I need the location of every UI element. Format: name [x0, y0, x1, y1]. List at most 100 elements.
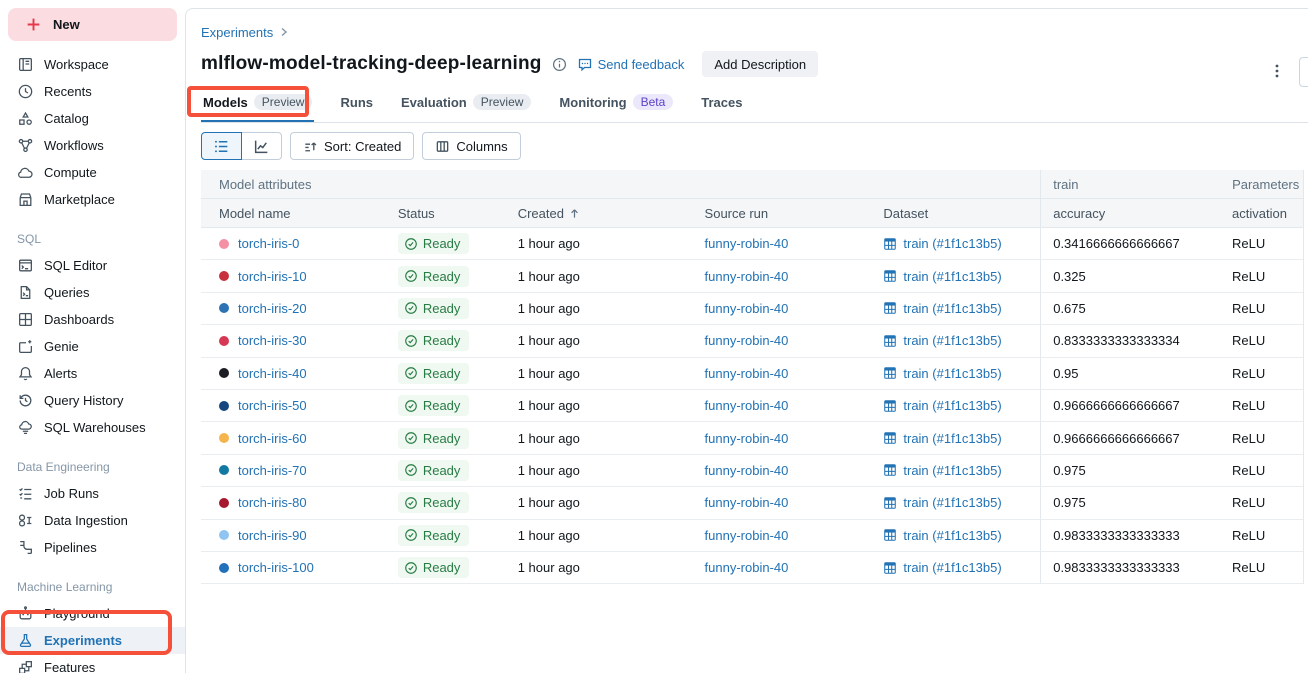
edge-cutoff-button[interactable] [1299, 57, 1308, 87]
dataset-link[interactable]: train (#1f1c13b5) [903, 365, 1002, 381]
dashboards-icon [17, 311, 34, 328]
sidebar-item-recents[interactable]: Recents [0, 78, 185, 105]
sidebar-item-query-history[interactable]: Query History [0, 387, 185, 414]
columns-icon [435, 139, 450, 154]
source-run-link[interactable]: funny-robin-40 [704, 333, 789, 349]
column-header-model-name[interactable]: Model name [201, 199, 386, 227]
column-header-status[interactable]: Status [386, 199, 506, 227]
source-run-link[interactable]: funny-robin-40 [704, 430, 789, 446]
sidebar-item-job-runs[interactable]: Job Runs [0, 480, 185, 507]
source-run-link[interactable]: funny-robin-40 [704, 462, 789, 478]
sidebar-item-experiments[interactable]: Experiments [0, 627, 185, 654]
column-header-accuracy[interactable]: accuracy [1040, 199, 1220, 227]
model-name-cell: torch-iris-30 [201, 325, 386, 356]
column-header-created[interactable]: Created [506, 199, 693, 227]
sidebar-item-sql-warehouses[interactable]: SQL Warehouses [0, 414, 185, 441]
tab-runs[interactable]: Runs [338, 92, 375, 122]
info-icon[interactable] [552, 57, 567, 72]
queries-icon [17, 284, 34, 301]
sidebar-item-workflows[interactable]: Workflows [0, 132, 185, 159]
tab-models[interactable]: Models Preview [201, 92, 314, 122]
add-description-button[interactable]: Add Description [702, 51, 819, 77]
tab-traces[interactable]: Traces [699, 92, 744, 122]
sidebar-item-marketplace[interactable]: Marketplace [0, 186, 185, 213]
source-run-link[interactable]: funny-robin-40 [704, 236, 789, 252]
model-name-link[interactable]: torch-iris-80 [238, 495, 307, 511]
kebab-menu-icon[interactable] [1268, 59, 1286, 83]
sidebar-item-features[interactable]: Features [0, 654, 185, 673]
breadcrumb-experiments-link[interactable]: Experiments [201, 24, 274, 40]
accuracy-cell: 0.95 [1040, 357, 1220, 389]
source-run-link[interactable]: funny-robin-40 [704, 527, 789, 543]
model-name-link[interactable]: torch-iris-40 [238, 365, 307, 381]
source-run-link[interactable]: funny-robin-40 [704, 365, 789, 381]
source-run-link[interactable]: funny-robin-40 [704, 300, 789, 316]
new-button[interactable]: New [8, 8, 177, 41]
sql-editor-icon [17, 257, 34, 274]
table-icon [883, 269, 897, 283]
check-circle-icon [404, 561, 418, 575]
model-name-link[interactable]: torch-iris-50 [238, 398, 307, 414]
sidebar-item-queries[interactable]: Queries [0, 279, 185, 306]
dataset-link[interactable]: train (#1f1c13b5) [903, 268, 1002, 284]
dataset-link[interactable]: train (#1f1c13b5) [903, 527, 1002, 543]
model-name-link[interactable]: torch-iris-30 [238, 333, 307, 349]
dataset-link[interactable]: train (#1f1c13b5) [903, 398, 1002, 414]
column-header-activation[interactable]: activation [1220, 199, 1303, 227]
sidebar-item-data-ingestion[interactable]: Data Ingestion [0, 507, 185, 534]
dataset-link[interactable]: train (#1f1c13b5) [903, 430, 1002, 446]
chart-view-button[interactable] [241, 132, 282, 160]
sidebar-item-label: Recents [44, 84, 92, 99]
columns-button[interactable]: Columns [422, 132, 521, 160]
dataset-link[interactable]: train (#1f1c13b5) [903, 300, 1002, 316]
sidebar-item-pipelines[interactable]: Pipelines [0, 534, 185, 561]
model-name-link[interactable]: torch-iris-10 [238, 268, 307, 284]
sidebar-item-compute[interactable]: Compute [0, 159, 185, 186]
send-feedback-link[interactable]: Send feedback [577, 56, 684, 72]
status-badge: Ready [397, 265, 470, 287]
model-name-link[interactable]: torch-iris-0 [238, 236, 300, 252]
sidebar-item-genie[interactable]: Genie [0, 333, 185, 360]
sidebar-item-alerts[interactable]: Alerts [0, 360, 185, 387]
activation-cell: ReLU [1232, 236, 1266, 252]
dataset-cell: train (#1f1c13b5) [871, 552, 1040, 583]
dataset-link[interactable]: train (#1f1c13b5) [903, 462, 1002, 478]
column-header-dataset[interactable]: Dataset [871, 199, 1040, 227]
status-badge: Ready [397, 427, 470, 449]
sort-button[interactable]: Sort: Created [290, 132, 415, 160]
model-name-link[interactable]: torch-iris-20 [238, 300, 307, 316]
tab-monitoring[interactable]: Monitoring Beta [557, 92, 675, 122]
source-run-link[interactable]: funny-robin-40 [704, 560, 789, 576]
dataset-link[interactable]: train (#1f1c13b5) [903, 236, 1002, 252]
sidebar-item-catalog[interactable]: Catalog [0, 105, 185, 132]
recents-icon [17, 83, 34, 100]
tab-evaluation[interactable]: Evaluation Preview [399, 92, 533, 122]
model-name-link[interactable]: torch-iris-90 [238, 527, 307, 543]
source-run-link[interactable]: funny-robin-40 [704, 398, 789, 414]
page-title: mlflow-model-tracking-deep-learning [201, 53, 542, 74]
workspace-icon [17, 56, 34, 73]
sidebar-item-playground[interactable]: Playground [0, 600, 185, 627]
model-name-cell: torch-iris-90 [201, 520, 386, 551]
status-label: Ready [422, 527, 461, 543]
model-color-dot-icon [219, 400, 229, 411]
source-run-link[interactable]: funny-robin-40 [704, 495, 789, 511]
dataset-link[interactable]: train (#1f1c13b5) [903, 560, 1002, 576]
column-header-label: Dataset [883, 205, 929, 221]
source-run-cell: funny-robin-40 [693, 390, 872, 421]
status-badge: Ready [397, 330, 470, 352]
sidebar-item-workspace[interactable]: Workspace [0, 51, 185, 78]
model-name-link[interactable]: torch-iris-70 [238, 462, 307, 478]
features-icon [17, 659, 34, 673]
dataset-link[interactable]: train (#1f1c13b5) [903, 495, 1002, 511]
sidebar-item-dashboards[interactable]: Dashboards [0, 306, 185, 333]
source-run-link[interactable]: funny-robin-40 [704, 268, 789, 284]
dataset-link[interactable]: train (#1f1c13b5) [903, 333, 1002, 349]
column-header-source-run[interactable]: Source run [693, 199, 872, 227]
status-cell: Ready [386, 422, 506, 453]
sidebar-item-sql-editor[interactable]: SQL Editor [0, 252, 185, 279]
model-name-link[interactable]: torch-iris-100 [238, 560, 314, 576]
model-name-link[interactable]: torch-iris-60 [238, 430, 307, 446]
list-view-button[interactable] [201, 132, 242, 160]
activation-cell: ReLU [1232, 430, 1266, 446]
